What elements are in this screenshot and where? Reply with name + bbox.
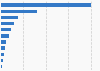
Bar — [1, 65, 2, 68]
Bar — [1, 22, 14, 25]
Bar — [1, 59, 3, 62]
Bar — [1, 28, 11, 31]
Bar — [1, 10, 37, 13]
Bar — [1, 34, 8, 38]
Bar — [1, 3, 91, 7]
Bar — [1, 16, 18, 19]
Bar — [1, 40, 6, 44]
Bar — [1, 53, 4, 56]
Bar — [1, 46, 5, 50]
